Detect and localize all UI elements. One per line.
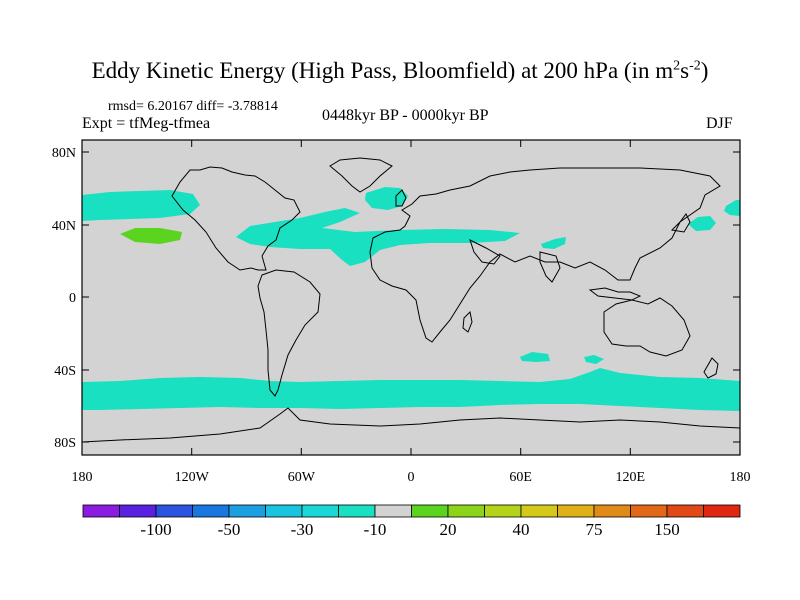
nw-pacific-spot-a [688, 216, 716, 231]
colorbar-swatch [447, 504, 485, 518]
colorbar-swatch [557, 504, 595, 518]
coast-north-america [171, 166, 301, 271]
experiment-label: Expt = tfMeg-tfmea [82, 115, 211, 132]
coast-greenland [329, 157, 393, 193]
lon-label: 180 [72, 470, 93, 485]
central-pacific-spot [120, 228, 182, 244]
coast-new-zealand [703, 357, 719, 379]
lat-label: 0 [69, 291, 76, 306]
colorbar-swatch [411, 504, 449, 518]
lon-label: 60W [288, 470, 316, 485]
colorbar-swatch [338, 504, 376, 518]
anomaly-shading [82, 187, 740, 411]
coast-uk [395, 189, 407, 207]
colorbar-label: 40 [513, 520, 530, 539]
coast-south-america [257, 269, 321, 397]
coast-antarctica [81, 407, 741, 443]
lon-label: 120W [175, 470, 210, 485]
colorbar-swatch [155, 504, 193, 518]
coast-indonesia [588, 287, 642, 301]
coast-africa-eurasia [369, 167, 721, 343]
asia-spot [541, 237, 566, 249]
lat-label: 40N [52, 219, 76, 234]
north-atlantic-jet [236, 208, 520, 266]
colorbar: -100 -50 -30 -10 20 40 75 150 [82, 504, 741, 539]
colorbar-label: 20 [440, 520, 457, 539]
colorbar-label: -50 [218, 520, 241, 539]
iceland-spot [365, 187, 408, 210]
coastlines [81, 157, 741, 443]
colorbar-swatch [630, 504, 668, 518]
colorbar-swatch [593, 504, 631, 518]
lon-label: 60E [509, 470, 532, 485]
colorbar-label: -10 [364, 520, 387, 539]
coast-madagascar [462, 310, 473, 333]
lon-label: 180 [730, 470, 751, 485]
indian-ocean-spot [520, 352, 550, 362]
southern-ocean-band [82, 368, 740, 411]
season-label: DJF [706, 115, 733, 132]
coast-australia [603, 297, 691, 357]
colorbar-swatch [228, 504, 266, 518]
colorbar-label: -30 [291, 520, 314, 539]
north-pacific-jet [82, 190, 200, 221]
longitude-axis: 180 120W 60W 0 60E 120E 180 [72, 140, 751, 485]
nw-pacific-spot-b [724, 200, 740, 216]
period-label: 0448kyr BP - 0000kyr BP [322, 107, 489, 124]
colorbar-swatch [265, 504, 303, 518]
coast-japan [670, 213, 691, 233]
lon-label: 0 [408, 470, 415, 485]
colorbar-swatch [666, 504, 704, 518]
colorbar-label: 150 [654, 520, 680, 539]
latitude-axis: 80N 40N 0 40S 80S [52, 146, 740, 451]
colorbar-swatch [484, 504, 522, 518]
colorbar-swatch [82, 504, 120, 518]
colorbar-swatch [374, 504, 412, 518]
south-indian-spot [584, 355, 604, 364]
lon-label: 120E [616, 470, 646, 485]
colorbar-swatch [703, 504, 741, 518]
chart-title: Eddy Kinetic Energy (High Pass, Bloomfie… [91, 58, 709, 83]
colorbar-swatch [520, 504, 558, 518]
colorbar-swatch [301, 504, 339, 518]
stats-label: rmsd= 6.20167 diff= -3.78814 [108, 99, 278, 114]
colorbar-swatch [192, 504, 230, 518]
lat-label: 80S [54, 436, 76, 451]
colorbar-swatch [119, 504, 157, 518]
colorbar-label: 75 [586, 520, 603, 539]
lat-label: 40S [54, 364, 76, 379]
lat-label: 80N [52, 146, 76, 161]
colorbar-label: -100 [140, 520, 171, 539]
coast-arabia [469, 239, 501, 265]
coast-india [539, 251, 561, 283]
